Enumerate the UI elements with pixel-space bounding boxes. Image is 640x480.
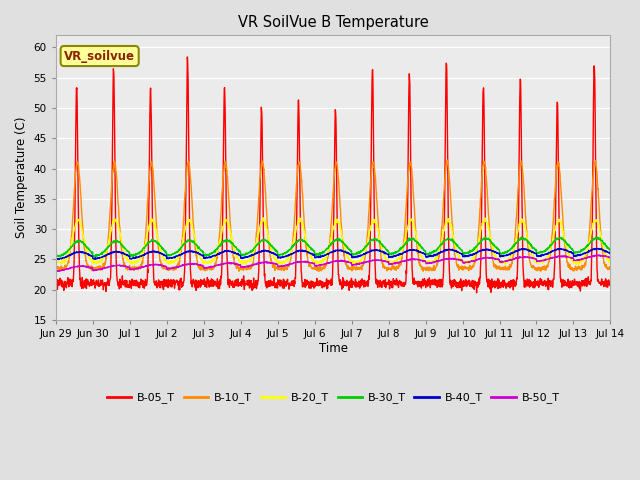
B-20_T: [636, 238, 640, 244]
B-30_T: [52, 252, 60, 258]
Y-axis label: Soil Temperature (C): Soil Temperature (C): [15, 117, 28, 239]
B-20_T: [564, 250, 572, 255]
B-50_T: [388, 261, 396, 267]
B-10_T: [239, 265, 246, 271]
B-10_T: [564, 259, 572, 265]
B-30_T: [531, 246, 538, 252]
B-10_T: [636, 247, 640, 252]
B-20_T: [241, 262, 249, 267]
B-50_T: [630, 252, 637, 257]
B-40_T: [111, 249, 119, 255]
B-40_T: [564, 248, 572, 253]
B-20_T: [111, 216, 119, 222]
B-40_T: [632, 245, 640, 251]
B-40_T: [531, 251, 538, 256]
B-05_T: [564, 279, 572, 285]
Line: B-10_T: B-10_T: [56, 160, 640, 272]
X-axis label: Time: Time: [319, 342, 348, 355]
B-10_T: [52, 265, 60, 271]
B-40_T: [388, 254, 396, 260]
B-30_T: [388, 252, 396, 257]
B-50_T: [52, 268, 60, 274]
B-30_T: [91, 254, 99, 260]
B-50_T: [564, 254, 572, 260]
B-05_T: [239, 280, 246, 286]
B-05_T: [52, 283, 60, 289]
B-30_T: [636, 239, 640, 244]
B-20_T: [388, 260, 396, 265]
Title: VR SoilVue B Temperature: VR SoilVue B Temperature: [238, 15, 429, 30]
B-05_T: [473, 290, 481, 296]
B-20_T: [531, 256, 538, 262]
B-30_T: [564, 241, 572, 247]
B-50_T: [52, 268, 60, 274]
B-50_T: [531, 255, 538, 261]
B-10_T: [111, 159, 119, 165]
B-10_T: [531, 264, 538, 270]
B-40_T: [52, 256, 60, 262]
Line: B-50_T: B-50_T: [56, 254, 640, 271]
Line: B-20_T: B-20_T: [56, 218, 640, 264]
Line: B-05_T: B-05_T: [56, 57, 640, 293]
B-05_T: [531, 285, 538, 291]
Line: B-30_T: B-30_T: [56, 237, 640, 257]
Legend: B-05_T, B-10_T, B-20_T, B-30_T, B-40_T, B-50_T: B-05_T, B-10_T, B-20_T, B-30_T, B-40_T, …: [102, 388, 564, 408]
B-20_T: [239, 258, 246, 264]
B-40_T: [636, 246, 640, 252]
B-40_T: [52, 257, 60, 263]
B-30_T: [239, 252, 246, 258]
B-30_T: [630, 234, 637, 240]
B-50_T: [111, 263, 119, 269]
B-50_T: [636, 252, 640, 258]
B-20_T: [52, 260, 60, 265]
Line: B-40_T: B-40_T: [56, 248, 640, 260]
B-05_T: [111, 162, 119, 168]
B-40_T: [239, 255, 246, 261]
B-05_T: [636, 281, 640, 287]
B-50_T: [239, 264, 246, 270]
B-05_T: [388, 284, 396, 289]
B-20_T: [259, 215, 267, 221]
B-05_T: [184, 54, 191, 60]
B-10_T: [444, 157, 451, 163]
Text: VR_soilvue: VR_soilvue: [64, 49, 135, 62]
B-10_T: [387, 267, 395, 273]
B-30_T: [111, 239, 119, 244]
